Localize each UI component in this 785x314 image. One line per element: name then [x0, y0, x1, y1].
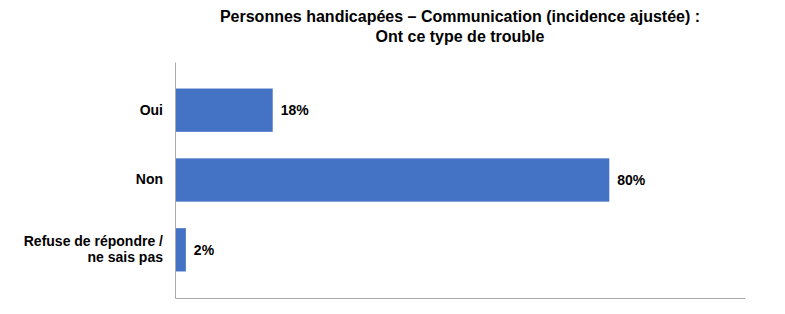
x-axis — [176, 298, 746, 299]
data-labels: 18% 80% 2% — [194, 102, 646, 258]
data-label: 2% — [194, 242, 215, 258]
bar — [175, 228, 186, 271]
y-tick: Refuse de répondre /ne sais pas — [24, 233, 163, 265]
y-tick-label: Oui — [140, 102, 163, 118]
y-tick: Non — [136, 171, 163, 187]
plot: Oui Non Refuse de répondre /ne sais pas 18%… — [24, 63, 746, 299]
bar — [175, 89, 273, 132]
data-label: 18% — [281, 102, 310, 118]
y-tick-label: Refuse de répondre /ne sais pas — [24, 233, 163, 265]
divider — [175, 63, 176, 299]
bar — [175, 158, 609, 201]
bars — [175, 89, 609, 272]
y-tick-label: Non — [136, 171, 163, 187]
chart: Personnes handicapées – Communication (i… — [0, 0, 785, 314]
y-tick: Oui — [140, 102, 163, 118]
y-axis: Oui Non Refuse de répondre /ne sais pas — [24, 63, 176, 299]
title: Personnes handicapées – Communication (i… — [220, 8, 700, 45]
data-label: 80% — [617, 172, 646, 188]
x-axis-line — [176, 298, 746, 299]
